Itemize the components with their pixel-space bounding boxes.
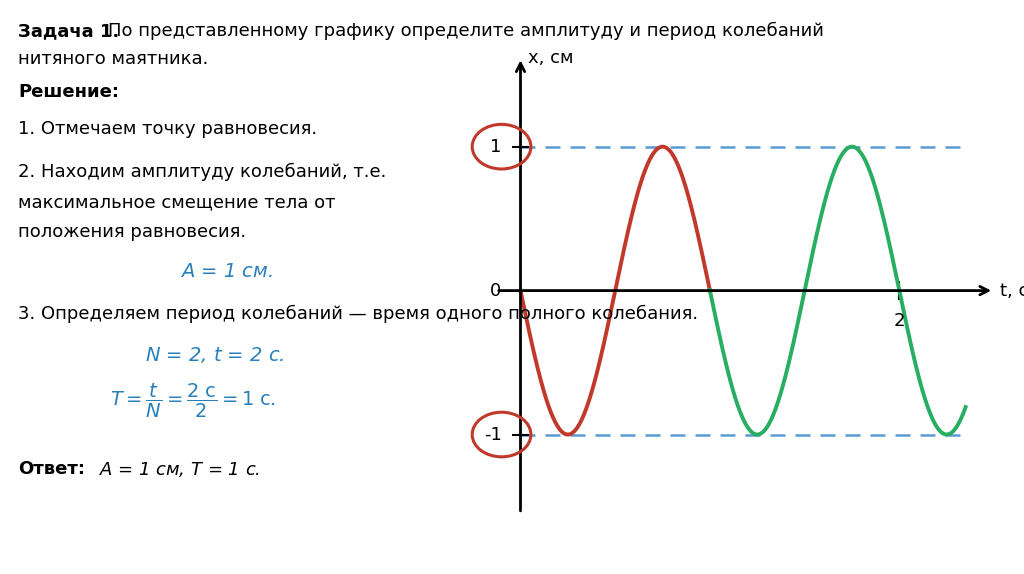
- Text: Решение:: Решение:: [18, 83, 119, 101]
- Text: нитяного маятника.: нитяного маятника.: [18, 50, 208, 68]
- Text: 1. Отмечаем точку равновесия.: 1. Отмечаем точку равновесия.: [18, 120, 317, 138]
- Text: $A$ = 1 см.: $A$ = 1 см.: [180, 262, 272, 281]
- Text: Ответ:: Ответ:: [18, 460, 85, 478]
- Text: $A$ = 1 см, $T$ = 1 с.: $A$ = 1 см, $T$ = 1 с.: [88, 460, 260, 479]
- Text: $T = \dfrac{t}{N} = \dfrac{2\;\mathrm{с}}{2} = 1\;\mathrm{с.}$: $T = \dfrac{t}{N} = \dfrac{2\;\mathrm{с}…: [110, 382, 276, 420]
- Text: 2: 2: [894, 312, 905, 330]
- Text: 0: 0: [490, 282, 502, 300]
- Text: 2. Находим амплитуду колебаний, т.е.: 2. Находим амплитуду колебаний, т.е.: [18, 163, 386, 181]
- Text: положения равновесия.: положения равновесия.: [18, 223, 246, 241]
- Text: По представленному графику определите амплитуду и период колебаний: По представленному графику определите ам…: [108, 22, 824, 40]
- Text: 3. Определяем период колебаний — время одного полного колебания.: 3. Определяем период колебаний — время о…: [18, 305, 698, 323]
- Text: x, см: x, см: [528, 49, 573, 67]
- Text: максимальное смещение тела от: максимальное смещение тела от: [18, 193, 336, 211]
- Text: -1: -1: [483, 425, 502, 444]
- Text: $N$ = 2, $t$ = 2 с.: $N$ = 2, $t$ = 2 с.: [145, 345, 285, 365]
- Text: t, с: t, с: [999, 282, 1024, 300]
- Text: Задача 1.: Задача 1.: [18, 22, 119, 40]
- Text: 1: 1: [490, 138, 502, 156]
